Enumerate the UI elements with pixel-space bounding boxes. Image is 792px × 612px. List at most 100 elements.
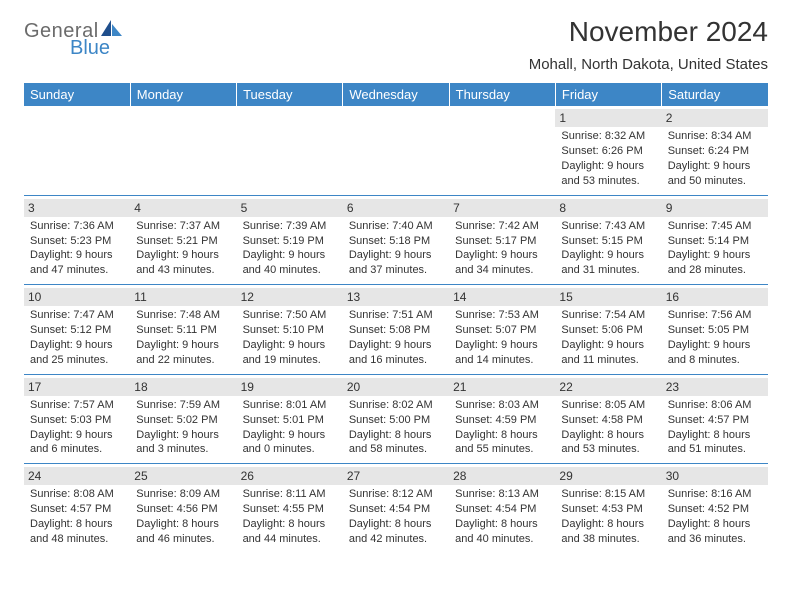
sunset-text: Sunset: 5:19 PM bbox=[243, 234, 337, 249]
sunset-text: Sunset: 4:58 PM bbox=[561, 413, 655, 428]
day-number: 8 bbox=[555, 199, 661, 217]
day-number: 21 bbox=[449, 378, 555, 396]
daylight-text: Daylight: 8 hours bbox=[668, 428, 762, 443]
sunrise-text: Sunrise: 8:32 AM bbox=[561, 129, 655, 144]
daylight-text: and 53 minutes. bbox=[561, 442, 655, 457]
daylight-text: and 31 minutes. bbox=[561, 263, 655, 278]
calendar-day-cell bbox=[343, 106, 449, 195]
daylight-text: Daylight: 8 hours bbox=[349, 428, 443, 443]
day-number: 2 bbox=[662, 109, 768, 127]
sunset-text: Sunset: 5:07 PM bbox=[455, 323, 549, 338]
daylight-text: and 53 minutes. bbox=[561, 174, 655, 189]
calendar-day-cell bbox=[130, 106, 236, 195]
weekday-header: Saturday bbox=[662, 83, 768, 106]
brand-blue: Blue bbox=[70, 38, 110, 58]
sunrise-text: Sunrise: 8:05 AM bbox=[561, 398, 655, 413]
daylight-text: Daylight: 8 hours bbox=[349, 517, 443, 532]
daylight-text: and 50 minutes. bbox=[668, 174, 762, 189]
day-number-empty bbox=[237, 109, 343, 127]
day-number: 16 bbox=[662, 288, 768, 306]
sunset-text: Sunset: 5:15 PM bbox=[561, 234, 655, 249]
day-number: 5 bbox=[237, 199, 343, 217]
daylight-text: and 34 minutes. bbox=[455, 263, 549, 278]
daylight-text: and 37 minutes. bbox=[349, 263, 443, 278]
sunset-text: Sunset: 4:53 PM bbox=[561, 502, 655, 517]
sunrise-text: Sunrise: 8:01 AM bbox=[243, 398, 337, 413]
weekday-header: Sunday bbox=[24, 83, 130, 106]
daylight-text: Daylight: 8 hours bbox=[136, 517, 230, 532]
daylight-text: and 3 minutes. bbox=[136, 442, 230, 457]
daylight-text: and 16 minutes. bbox=[349, 353, 443, 368]
sunset-text: Sunset: 5:00 PM bbox=[349, 413, 443, 428]
calendar-day-cell: 7Sunrise: 7:42 AMSunset: 5:17 PMDaylight… bbox=[449, 195, 555, 285]
sunset-text: Sunset: 4:52 PM bbox=[668, 502, 762, 517]
location-text: Mohall, North Dakota, United States bbox=[529, 56, 768, 73]
daylight-text: and 25 minutes. bbox=[30, 353, 124, 368]
calendar-day-cell: 22Sunrise: 8:05 AMSunset: 4:58 PMDayligh… bbox=[555, 374, 661, 464]
sunrise-text: Sunrise: 8:13 AM bbox=[455, 487, 549, 502]
sunrise-text: Sunrise: 7:37 AM bbox=[136, 219, 230, 234]
calendar-day-cell bbox=[24, 106, 130, 195]
sunset-text: Sunset: 5:11 PM bbox=[136, 323, 230, 338]
header: General Blue November 2024 Mohall, North… bbox=[24, 16, 768, 73]
daylight-text: Daylight: 9 hours bbox=[668, 338, 762, 353]
sunrise-text: Sunrise: 8:12 AM bbox=[349, 487, 443, 502]
sunrise-text: Sunrise: 7:39 AM bbox=[243, 219, 337, 234]
day-number-empty bbox=[130, 109, 236, 127]
daylight-text: and 38 minutes. bbox=[561, 532, 655, 547]
calendar-day-cell: 26Sunrise: 8:11 AMSunset: 4:55 PMDayligh… bbox=[237, 464, 343, 553]
daylight-text: Daylight: 9 hours bbox=[136, 338, 230, 353]
sunset-text: Sunset: 5:17 PM bbox=[455, 234, 549, 249]
calendar-day-cell: 16Sunrise: 7:56 AMSunset: 5:05 PMDayligh… bbox=[662, 285, 768, 375]
calendar-day-cell bbox=[237, 106, 343, 195]
sunrise-text: Sunrise: 8:34 AM bbox=[668, 129, 762, 144]
calendar-week-row: 24Sunrise: 8:08 AMSunset: 4:57 PMDayligh… bbox=[24, 464, 768, 553]
day-number: 7 bbox=[449, 199, 555, 217]
calendar-day-cell: 28Sunrise: 8:13 AMSunset: 4:54 PMDayligh… bbox=[449, 464, 555, 553]
sunset-text: Sunset: 6:24 PM bbox=[668, 144, 762, 159]
sunrise-text: Sunrise: 7:53 AM bbox=[455, 308, 549, 323]
daylight-text: and 43 minutes. bbox=[136, 263, 230, 278]
sunset-text: Sunset: 5:03 PM bbox=[30, 413, 124, 428]
sunset-text: Sunset: 5:06 PM bbox=[561, 323, 655, 338]
daylight-text: and 51 minutes. bbox=[668, 442, 762, 457]
daylight-text: and 55 minutes. bbox=[455, 442, 549, 457]
daylight-text: and 0 minutes. bbox=[243, 442, 337, 457]
sunrise-text: Sunrise: 7:36 AM bbox=[30, 219, 124, 234]
daylight-text: and 47 minutes. bbox=[30, 263, 124, 278]
sunrise-text: Sunrise: 8:08 AM bbox=[30, 487, 124, 502]
sunrise-text: Sunrise: 7:48 AM bbox=[136, 308, 230, 323]
sunrise-text: Sunrise: 7:54 AM bbox=[561, 308, 655, 323]
daylight-text: Daylight: 9 hours bbox=[455, 338, 549, 353]
calendar-day-cell: 25Sunrise: 8:09 AMSunset: 4:56 PMDayligh… bbox=[130, 464, 236, 553]
daylight-text: Daylight: 9 hours bbox=[561, 248, 655, 263]
daylight-text: Daylight: 9 hours bbox=[243, 428, 337, 443]
day-number: 17 bbox=[24, 378, 130, 396]
sunrise-text: Sunrise: 7:59 AM bbox=[136, 398, 230, 413]
page-title: November 2024 bbox=[529, 16, 768, 48]
day-number: 23 bbox=[662, 378, 768, 396]
sunset-text: Sunset: 5:21 PM bbox=[136, 234, 230, 249]
daylight-text: and 14 minutes. bbox=[455, 353, 549, 368]
calendar-week-row: 1Sunrise: 8:32 AMSunset: 6:26 PMDaylight… bbox=[24, 106, 768, 195]
daylight-text: Daylight: 9 hours bbox=[243, 338, 337, 353]
day-number: 12 bbox=[237, 288, 343, 306]
daylight-text: Daylight: 9 hours bbox=[561, 159, 655, 174]
daylight-text: and 19 minutes. bbox=[243, 353, 337, 368]
day-number: 22 bbox=[555, 378, 661, 396]
daylight-text: and 58 minutes. bbox=[349, 442, 443, 457]
sunrise-text: Sunrise: 8:16 AM bbox=[668, 487, 762, 502]
calendar-day-cell bbox=[449, 106, 555, 195]
daylight-text: and 28 minutes. bbox=[668, 263, 762, 278]
daylight-text: Daylight: 9 hours bbox=[243, 248, 337, 263]
daylight-text: Daylight: 9 hours bbox=[455, 248, 549, 263]
calendar-day-cell: 6Sunrise: 7:40 AMSunset: 5:18 PMDaylight… bbox=[343, 195, 449, 285]
calendar-day-cell: 10Sunrise: 7:47 AMSunset: 5:12 PMDayligh… bbox=[24, 285, 130, 375]
day-number: 9 bbox=[662, 199, 768, 217]
sunrise-text: Sunrise: 7:51 AM bbox=[349, 308, 443, 323]
calendar-week-row: 3Sunrise: 7:36 AMSunset: 5:23 PMDaylight… bbox=[24, 195, 768, 285]
day-number: 10 bbox=[24, 288, 130, 306]
calendar-day-cell: 2Sunrise: 8:34 AMSunset: 6:24 PMDaylight… bbox=[662, 106, 768, 195]
day-number: 24 bbox=[24, 467, 130, 485]
calendar-day-cell: 21Sunrise: 8:03 AMSunset: 4:59 PMDayligh… bbox=[449, 374, 555, 464]
